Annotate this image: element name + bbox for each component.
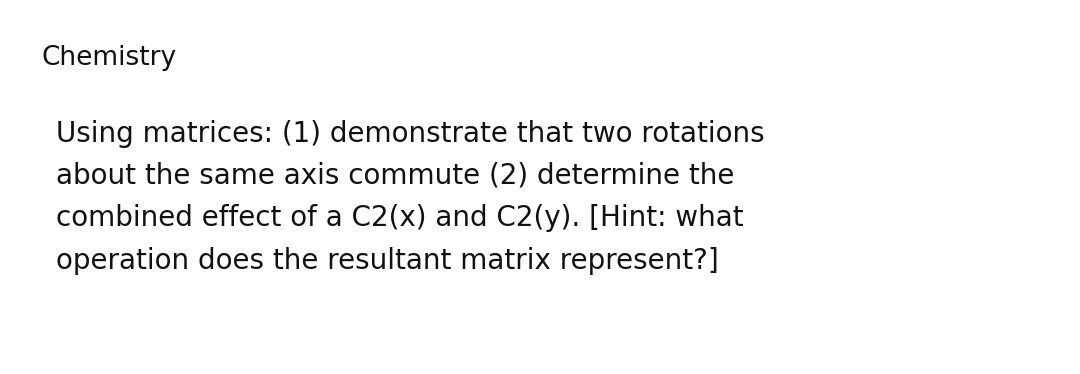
Text: Chemistry: Chemistry xyxy=(41,45,176,71)
Text: Using matrices: (1) demonstrate that two rotations
about the same axis commute (: Using matrices: (1) demonstrate that two… xyxy=(56,120,765,275)
